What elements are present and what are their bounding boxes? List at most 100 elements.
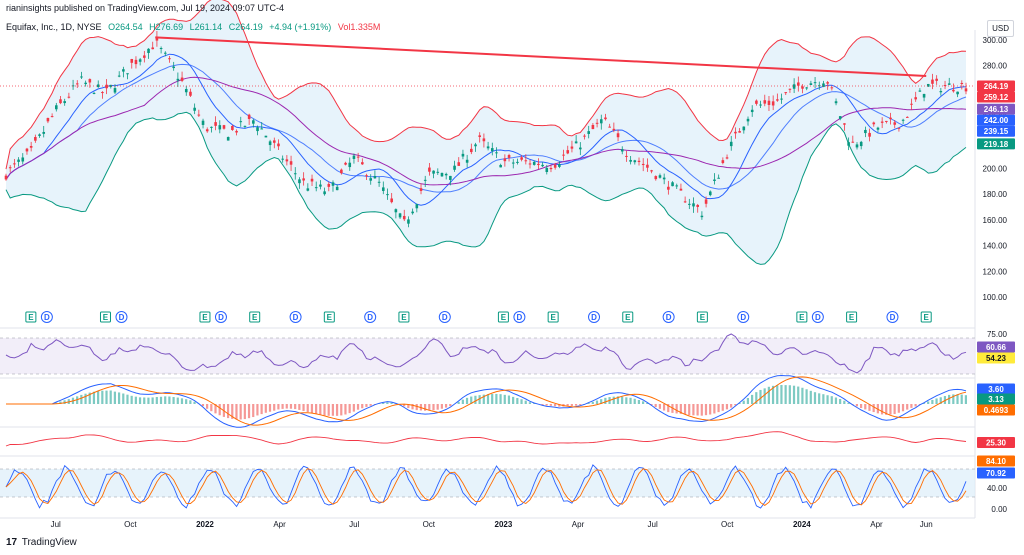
macd-hist-bar bbox=[239, 404, 242, 420]
event-letter: E bbox=[625, 313, 631, 322]
candle-body bbox=[394, 209, 398, 213]
candle-body bbox=[784, 92, 788, 94]
event-badge bbox=[25, 311, 37, 323]
candle-body bbox=[193, 107, 196, 111]
x-axis-tick: Apr bbox=[572, 520, 585, 529]
candle-body bbox=[264, 135, 268, 138]
price-label-text: 246.13 bbox=[984, 105, 1009, 114]
price-label-bg bbox=[977, 103, 1015, 115]
event-letter: E bbox=[327, 313, 333, 322]
dividend-event-icon: D bbox=[40, 311, 53, 323]
candle-body bbox=[260, 128, 264, 130]
candle-body bbox=[407, 219, 410, 224]
macd-hist-bar bbox=[553, 404, 557, 407]
macd-hist-bar bbox=[868, 404, 871, 411]
event-badge bbox=[289, 311, 302, 323]
candle-body bbox=[184, 88, 188, 93]
macd-hist-bar bbox=[771, 385, 775, 404]
candle-body bbox=[574, 141, 578, 144]
tradingview-logo[interactable]: 17 TradingView bbox=[6, 537, 77, 548]
macd-hist-bar bbox=[784, 385, 787, 404]
symbol-name[interactable]: Equifax, Inc., 1D, NYSE bbox=[6, 22, 102, 32]
rsi-tag-text: 54.23 bbox=[986, 354, 1007, 363]
candle-body bbox=[864, 129, 867, 134]
candle-body bbox=[335, 186, 339, 191]
price-label-tag: 246.13 bbox=[977, 103, 1015, 115]
macd-hist-bar bbox=[667, 404, 670, 413]
x-axis-tick: Jul bbox=[648, 520, 658, 529]
stoch-axis-tick: 40.00 bbox=[987, 484, 1008, 493]
candle-body bbox=[633, 160, 637, 163]
candle-body bbox=[101, 92, 104, 94]
x-axis-tick: Oct bbox=[423, 520, 436, 529]
candle-body bbox=[675, 185, 679, 187]
macd-hist-bar bbox=[491, 394, 494, 404]
macd-hist-bar bbox=[730, 404, 733, 408]
macd-hist-bar bbox=[315, 404, 318, 414]
macd-hist-bar bbox=[117, 392, 121, 404]
candle-body bbox=[591, 124, 595, 130]
candle-body bbox=[830, 87, 834, 89]
macd-hist-bar bbox=[486, 394, 490, 404]
macd-hist-bar bbox=[180, 398, 184, 404]
macd-hist-bar bbox=[700, 404, 703, 416]
candle-body bbox=[847, 142, 850, 146]
price-label-bg bbox=[977, 138, 1015, 150]
candle-body bbox=[377, 181, 381, 183]
candle-body bbox=[583, 135, 586, 137]
macd-hist-bar bbox=[285, 404, 288, 409]
atr-line bbox=[5, 431, 967, 447]
macd-hist-bar bbox=[172, 397, 175, 404]
macd-hist-bar bbox=[885, 404, 888, 415]
macd-hist-bar bbox=[742, 400, 745, 404]
macd-hist-bar bbox=[478, 395, 481, 404]
event-badge bbox=[214, 311, 227, 323]
candle-body bbox=[381, 187, 385, 191]
candle-body bbox=[566, 150, 570, 154]
macd-hist-bar bbox=[386, 402, 389, 404]
candle-body bbox=[859, 141, 863, 147]
price-label-bg bbox=[977, 80, 1015, 92]
dividend-event-icon: D bbox=[737, 311, 750, 323]
event-letter: E bbox=[28, 313, 34, 322]
event-badge bbox=[497, 311, 509, 323]
candle-body bbox=[293, 173, 297, 175]
candle-body bbox=[943, 85, 947, 87]
candle-body bbox=[390, 198, 393, 203]
macd-hist-bar bbox=[147, 397, 150, 404]
price-label-text: 239.15 bbox=[984, 127, 1009, 136]
candle-body bbox=[436, 171, 440, 173]
dividend-event-icon: D bbox=[364, 311, 377, 323]
candle-body bbox=[629, 159, 632, 162]
candle-body bbox=[662, 177, 666, 180]
candle-body bbox=[910, 103, 913, 105]
macd-hist-bar bbox=[449, 404, 452, 407]
candle-body bbox=[763, 100, 767, 104]
candle-body bbox=[734, 131, 737, 134]
candle-body bbox=[109, 84, 113, 87]
macd-hist-bar bbox=[155, 397, 158, 404]
macd-hist-bar bbox=[612, 396, 615, 404]
candle-body bbox=[453, 165, 456, 170]
candle-body bbox=[872, 122, 876, 125]
macd-hist-bar bbox=[621, 396, 624, 404]
currency-button[interactable]: USD bbox=[987, 20, 1014, 37]
event-letter: E bbox=[799, 313, 805, 322]
macd-hist-bar bbox=[80, 394, 83, 404]
macd-hist-bar bbox=[226, 404, 230, 419]
macd-hist-bar bbox=[252, 404, 255, 418]
macd-hist-bar bbox=[382, 402, 385, 404]
event-letter: E bbox=[550, 313, 556, 322]
x-axis-tick: Jun bbox=[920, 520, 933, 529]
macd-hist-bar bbox=[776, 385, 779, 404]
macd-hist-bar bbox=[327, 404, 330, 416]
macd-hist-bar bbox=[105, 390, 108, 404]
candle-body bbox=[461, 153, 465, 157]
macd-hist-bar bbox=[495, 393, 498, 404]
candle-body bbox=[532, 161, 536, 165]
macd-hist-bar bbox=[545, 404, 548, 406]
price-label-bg bbox=[977, 114, 1015, 126]
dividend-event-icon: D bbox=[588, 311, 601, 323]
candle-body bbox=[88, 79, 92, 83]
